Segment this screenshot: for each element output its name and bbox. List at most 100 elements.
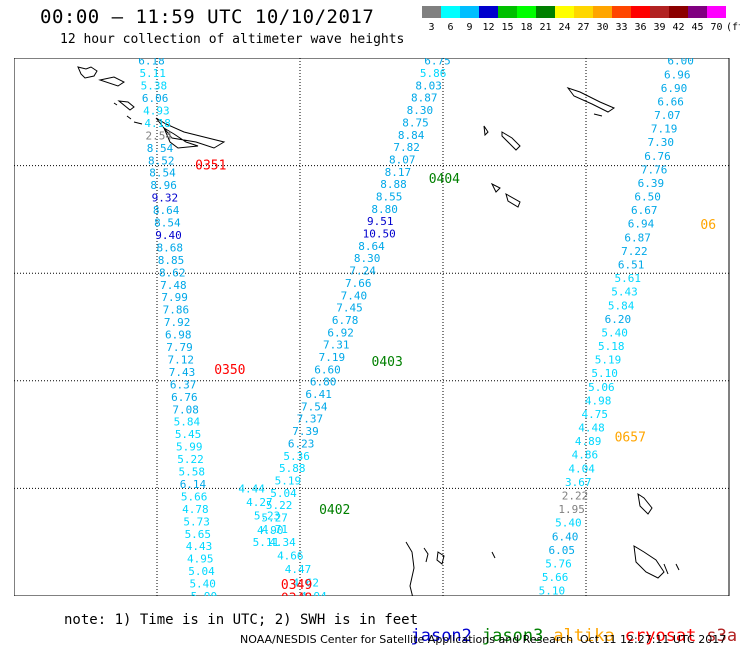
wave-height-value: 4.47 xyxy=(285,563,312,576)
scale-label: 42 xyxy=(672,22,685,33)
wave-height-value: 6.39 xyxy=(638,177,665,190)
legend-altika: altika xyxy=(553,626,615,646)
wave-height-value: 5.84 xyxy=(608,299,635,312)
wave-height-value: 6.76 xyxy=(644,150,671,163)
wave-height-value: 4.93 xyxy=(143,104,170,117)
wave-height-value: 7.08 xyxy=(172,403,199,416)
land-outlines xyxy=(77,66,680,596)
pass-time-label: 06 xyxy=(700,218,716,233)
wave-height-value: 4.86 xyxy=(572,449,599,462)
plot-frame xyxy=(14,58,730,596)
wave-height-value: 8.03 xyxy=(415,79,442,92)
wave-height-value: 7.39 xyxy=(292,425,319,438)
wave-height-value: 7.92 xyxy=(164,316,191,329)
wave-height-value: 4.43 xyxy=(186,540,213,553)
wave-height-value: 6.92 xyxy=(327,326,354,339)
wave-height-value: 5.88 xyxy=(279,462,306,475)
map-title: 00:00 – 11:59 UTC 10/10/2017 xyxy=(40,6,375,28)
wave-height-value: 7.07 xyxy=(654,109,681,122)
wave-height-value: 7.37 xyxy=(297,413,324,426)
wave-height-value: 5.86 xyxy=(420,67,447,80)
island-outline xyxy=(405,492,680,596)
scale-label: 30 xyxy=(596,22,609,33)
wave-height-value: 4.18 xyxy=(144,117,171,130)
wave-height-value: 7.86 xyxy=(163,304,190,317)
wave-height-value: 2.22 xyxy=(562,490,589,503)
wave-height-value: 4.71 xyxy=(262,523,289,536)
wave-height-value: 6.51 xyxy=(618,259,645,272)
altimeter-tracks: 6.185.115.386.064.934.182.548.548.528.54… xyxy=(138,58,694,596)
scale-label: 21 xyxy=(539,22,552,33)
wave-height-value: 5.10 xyxy=(591,367,618,380)
wave-height-value: 4.89 xyxy=(575,435,602,448)
wave-height-value: 5.73 xyxy=(183,515,210,528)
scale-swatch xyxy=(669,6,688,18)
scale-label: 9 xyxy=(466,22,473,33)
lon-tick-row xyxy=(0,600,740,614)
wave-height-value: 6.37 xyxy=(170,378,197,391)
wave-height-value: 4.90 xyxy=(257,524,284,537)
wave-height-value: 5.22 xyxy=(266,499,293,512)
scale-label: 33 xyxy=(615,22,628,33)
wave-height-value: 4.48 xyxy=(578,422,605,435)
wave-height-value: 9.51 xyxy=(367,215,394,228)
island-outline xyxy=(77,66,226,149)
wave-height-value: 7.12 xyxy=(167,353,194,366)
wave-height-value: 8.55 xyxy=(376,191,403,204)
pass-time-label: 0403 xyxy=(372,355,403,370)
wave-height-value: 8.80 xyxy=(371,203,398,216)
wave-height-value: 5.61 xyxy=(615,272,642,285)
wave-height-value: 6.05 xyxy=(549,544,576,557)
wave-height-value: 8.75 xyxy=(402,116,429,129)
wave-height-value: 7.43 xyxy=(169,366,196,379)
scale-swatch xyxy=(479,6,498,18)
wave-height-value: 8.54 xyxy=(147,142,174,155)
scale-label: (ft) xyxy=(726,22,740,33)
wave-height-value: 7.19 xyxy=(319,351,346,364)
scale-label: 70 xyxy=(710,22,723,33)
wave-height-value: 4.75 xyxy=(582,408,609,421)
wave-height-value: 8.85 xyxy=(158,254,185,267)
wave-height-value: 7.48 xyxy=(160,279,187,292)
wave-height-value: 6.20 xyxy=(605,313,632,326)
wave-height-value: 5.58 xyxy=(178,466,205,479)
wave-height-value: 6.50 xyxy=(634,191,661,204)
pass-time-label: 0350 xyxy=(214,363,245,378)
wave-height-value: 6.18 xyxy=(138,58,165,68)
scale-swatch xyxy=(574,6,593,18)
wave-height-value: 8.07 xyxy=(389,153,416,166)
scale-label: 12 xyxy=(482,22,495,33)
wave-height-value: 5.40 xyxy=(189,578,216,591)
wave-height-value: 4.27 xyxy=(246,496,273,509)
wave-height-value: 5.06 xyxy=(588,381,615,394)
wave-height-value: 6.06 xyxy=(142,92,169,105)
scale-label: 45 xyxy=(691,22,704,33)
wave-height-value: 8.64 xyxy=(153,204,180,217)
scale-label: 24 xyxy=(558,22,571,33)
wave-height-value: 6.41 xyxy=(305,388,332,401)
wave-height-value: 8.84 xyxy=(398,129,425,142)
wave-height-value: 5.76 xyxy=(545,557,572,570)
scale-swatch xyxy=(593,6,612,18)
scale-swatch xyxy=(650,6,669,18)
wave-height-value: 5.04 xyxy=(270,487,297,500)
wave-height-value: 6.87 xyxy=(624,231,651,244)
scale-swatch xyxy=(612,6,631,18)
wave-height-value: 5.40 xyxy=(601,326,628,339)
wave-height-value: 6.00 xyxy=(667,58,694,68)
wave-height-value: 8.54 xyxy=(149,167,176,180)
scale-swatch xyxy=(707,6,726,18)
wave-height-value: 4.94 xyxy=(300,590,327,596)
wave-height-value: 6.23 xyxy=(288,437,315,450)
wave-height-value: 5.19 xyxy=(595,354,622,367)
scale-swatch xyxy=(536,6,555,18)
wave-height-value: 4.66 xyxy=(277,550,304,563)
wave-height-value: 4.04 xyxy=(568,462,595,475)
wave-height-value: 4.98 xyxy=(585,394,612,407)
wave-height-map: 6.185.115.386.064.934.182.548.548.528.54… xyxy=(14,58,730,596)
wave-height-value: 8.87 xyxy=(411,92,438,105)
wave-height-value: 5.40 xyxy=(555,517,582,530)
wave-height-value: 7.82 xyxy=(393,141,420,154)
map-grid xyxy=(14,58,730,596)
wave-height-value: 5.18 xyxy=(598,340,625,353)
